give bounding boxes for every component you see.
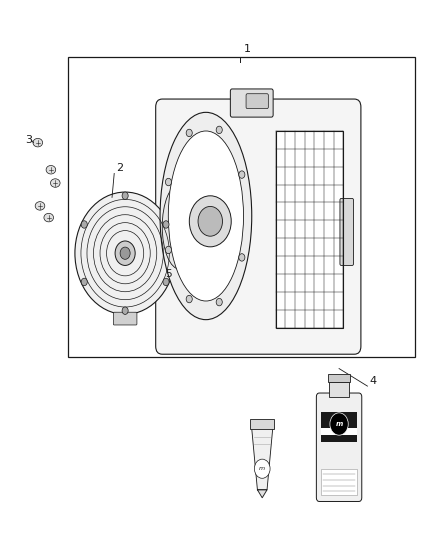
Circle shape [163,221,169,228]
Circle shape [330,413,348,435]
Circle shape [122,307,128,314]
Text: 4: 4 [370,376,377,386]
Bar [329,382,349,397]
Circle shape [81,221,87,228]
Bar [321,412,357,442]
Ellipse shape [50,179,60,187]
Circle shape [239,171,245,179]
Bar [276,131,343,328]
FancyBboxPatch shape [246,94,268,109]
Circle shape [115,241,135,265]
FancyBboxPatch shape [340,198,353,265]
Circle shape [81,278,87,286]
Circle shape [186,295,192,303]
Ellipse shape [162,184,197,269]
Text: 1: 1 [244,44,251,53]
Circle shape [198,206,223,236]
Text: m: m [259,466,265,471]
Circle shape [120,247,130,260]
Ellipse shape [33,139,42,147]
Circle shape [216,126,222,134]
Text: 5: 5 [166,270,172,279]
Bar [276,131,343,328]
Circle shape [166,246,172,254]
Bar [251,419,274,429]
Bar [68,56,416,357]
Text: 2: 2 [117,163,124,173]
Bar [321,470,357,495]
Circle shape [216,298,222,306]
Ellipse shape [168,131,244,301]
Polygon shape [252,429,273,490]
Polygon shape [258,490,267,498]
Text: m: m [336,421,343,427]
Circle shape [166,179,172,186]
FancyBboxPatch shape [155,99,361,354]
Ellipse shape [160,112,252,320]
FancyBboxPatch shape [316,393,362,502]
Bar [321,428,357,435]
Circle shape [122,192,128,199]
Text: 3: 3 [25,135,32,145]
Ellipse shape [46,165,56,174]
Circle shape [186,129,192,136]
Circle shape [163,278,169,286]
Circle shape [254,459,270,478]
FancyBboxPatch shape [113,312,137,325]
Circle shape [75,192,175,314]
Ellipse shape [44,213,53,222]
FancyBboxPatch shape [230,89,273,117]
Circle shape [239,254,245,261]
Ellipse shape [35,201,45,210]
Circle shape [189,196,231,247]
Bar [328,374,350,382]
